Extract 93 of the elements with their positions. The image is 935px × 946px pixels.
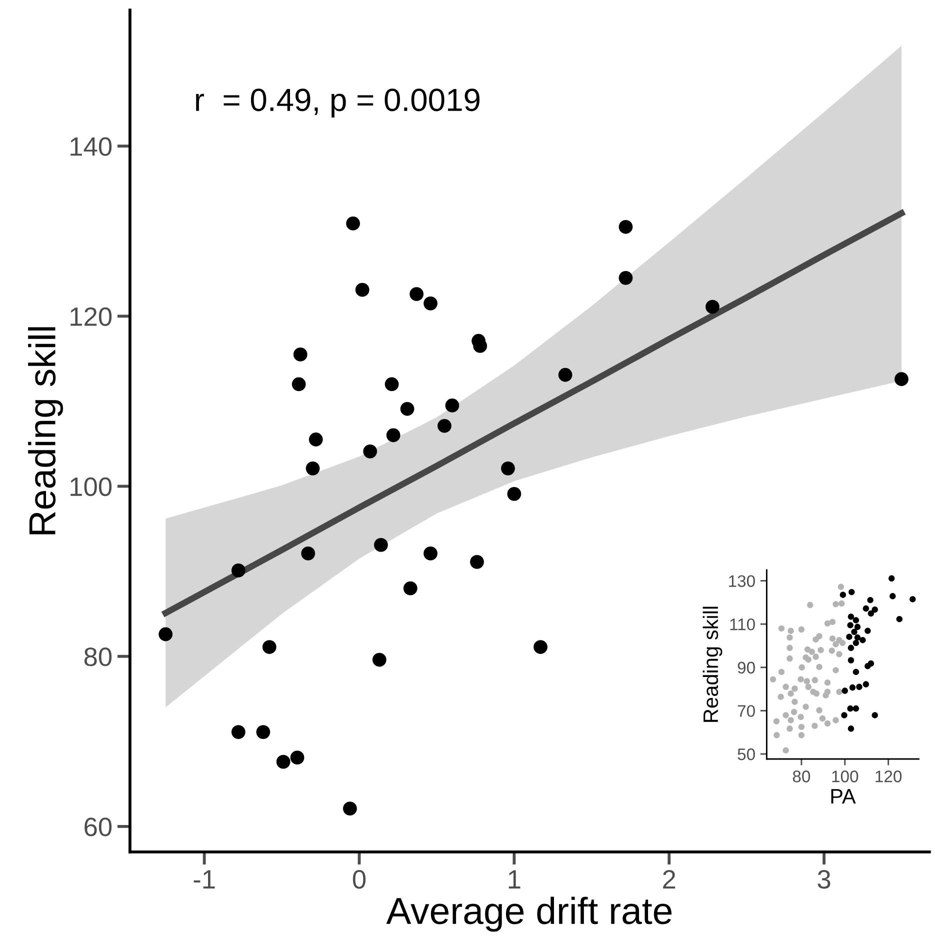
point <box>872 712 878 718</box>
point <box>847 622 854 628</box>
x-tick-label: 0 <box>352 870 366 889</box>
point <box>890 593 896 600</box>
point <box>856 684 862 690</box>
y-tick-label: 100 <box>70 477 112 496</box>
point <box>852 617 860 624</box>
point <box>842 688 848 694</box>
y-tick-label: 130 <box>729 575 755 587</box>
y-tick-label: 110 <box>730 618 755 630</box>
point <box>363 444 378 458</box>
point <box>864 628 871 634</box>
point <box>231 725 246 739</box>
point <box>470 555 484 569</box>
point <box>534 640 548 654</box>
x-tick-label: 80 <box>792 770 810 782</box>
y-tick-label: 140 <box>70 137 112 156</box>
point <box>888 575 895 582</box>
x-tick-label: 3 <box>818 870 830 889</box>
point <box>293 348 308 362</box>
x-tick-label: 1 <box>508 870 520 888</box>
point <box>256 725 270 739</box>
point <box>841 712 848 718</box>
point <box>424 546 438 560</box>
point <box>262 640 276 654</box>
annotation: r = 0.49, p = 0.0019 <box>196 88 480 118</box>
point <box>372 652 386 667</box>
point <box>355 282 370 297</box>
x-axis-title: PA <box>831 789 856 804</box>
point <box>860 637 866 644</box>
point <box>374 538 388 552</box>
point <box>854 624 861 630</box>
point <box>851 628 858 635</box>
point <box>867 596 874 604</box>
x-tick-label: 100 <box>832 770 858 782</box>
point <box>292 377 306 392</box>
y-tick-label: 80 <box>84 648 112 666</box>
point <box>852 640 860 646</box>
y-axis-title: Reading skill <box>28 327 64 534</box>
point <box>872 606 878 613</box>
point <box>848 614 854 620</box>
point <box>840 592 846 598</box>
point <box>706 300 720 314</box>
y-tick-label: 50 <box>738 748 755 760</box>
point <box>438 418 452 433</box>
point <box>910 596 916 602</box>
point <box>386 428 400 442</box>
y-tick-label: 70 <box>738 705 755 717</box>
point <box>846 634 852 640</box>
point <box>847 705 854 712</box>
x-tick-label: -1 <box>194 870 215 888</box>
point <box>848 644 854 652</box>
point <box>849 684 856 691</box>
y-axis-title: Reading skill <box>702 606 722 722</box>
point <box>848 588 855 596</box>
x-tick-label: 120 <box>876 770 902 782</box>
point <box>894 372 908 386</box>
point <box>384 377 399 392</box>
point <box>868 610 874 617</box>
point <box>848 657 854 664</box>
x-tick-label: 2 <box>663 870 676 888</box>
y-tick-label: 90 <box>738 662 755 674</box>
point <box>424 296 438 310</box>
point <box>848 726 854 732</box>
point <box>403 581 418 596</box>
y-tick-label: 120 <box>70 307 112 326</box>
point <box>301 546 316 560</box>
point <box>862 605 870 612</box>
point <box>862 681 870 688</box>
point <box>445 398 460 412</box>
point <box>852 668 860 676</box>
point <box>158 627 173 642</box>
point <box>558 368 572 382</box>
point <box>306 461 320 476</box>
point <box>343 802 357 816</box>
x-axis-title: Average drift rate <box>386 896 672 932</box>
point <box>308 432 323 446</box>
y-tick-label: 60 <box>84 818 112 836</box>
point <box>400 402 414 416</box>
point <box>231 564 246 578</box>
point <box>852 705 860 712</box>
point <box>868 660 874 667</box>
point <box>473 339 488 353</box>
point <box>618 270 633 285</box>
point <box>290 750 304 765</box>
point <box>346 216 360 230</box>
point <box>854 634 861 641</box>
point <box>501 461 515 476</box>
point <box>618 220 633 234</box>
point <box>410 287 424 302</box>
point <box>896 616 903 622</box>
point <box>276 754 290 769</box>
point <box>507 486 522 501</box>
